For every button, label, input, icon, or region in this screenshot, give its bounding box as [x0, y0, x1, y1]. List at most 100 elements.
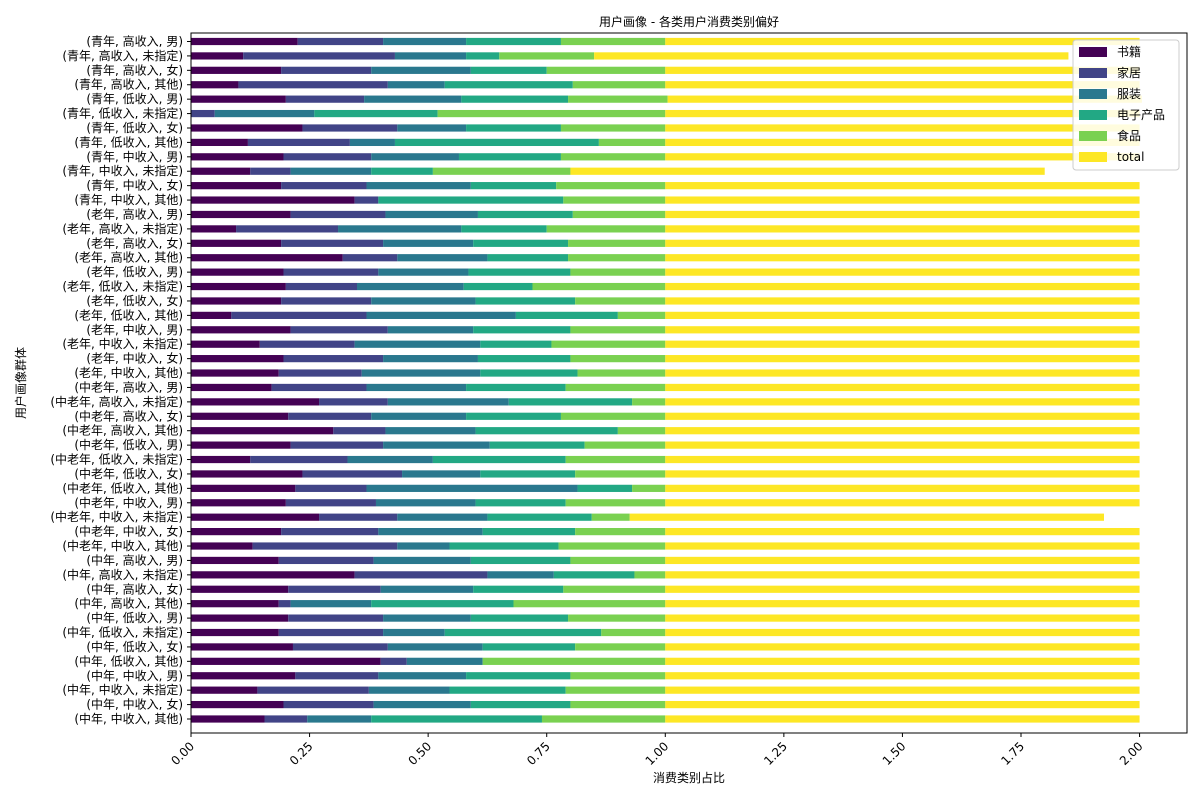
bar-segment-43-1: [380, 657, 407, 665]
bar-segment-25-5: [665, 398, 1140, 406]
bar-segment-23-1: [278, 369, 362, 377]
bar-segment-32-2: [375, 499, 476, 507]
bar-segment-46-1: [283, 700, 374, 709]
bar-segment-9-2: [290, 167, 372, 175]
y-tick-label: (青年, 中收入, 其他): [74, 192, 183, 207]
bar-segment-41-5: [665, 628, 1140, 637]
bar-segment-20-3: [473, 326, 571, 334]
y-tick-label: (老年, 高收入, 未指定): [62, 221, 183, 236]
bar-segment-32-0: [191, 499, 286, 507]
bar-segment-1-0: [191, 52, 244, 60]
bar-segment-10-2: [366, 182, 471, 190]
bar-segment-17-3: [463, 282, 533, 291]
bar-segment-47-4: [541, 715, 666, 723]
bar-segment-17-0: [191, 282, 286, 291]
bar-segment-4-3: [461, 95, 569, 103]
bar-segment-18-4: [575, 297, 666, 305]
bar-segment-23-2: [361, 369, 481, 377]
bar-segment-16-5: [665, 268, 1140, 276]
y-tick-label: (老年, 高收入, 其他): [74, 250, 183, 265]
bar-segment-22-1: [283, 355, 384, 363]
bar-segment-35-4: [558, 542, 666, 550]
bar-segment-31-1: [295, 484, 367, 492]
bar-segment-45-5: [665, 686, 1140, 694]
x-tick-label: 0.50: [405, 739, 434, 768]
bar-segment-45-1: [257, 686, 369, 694]
bar-segment-7-2: [349, 138, 395, 147]
bar-segment-5-4: [437, 109, 666, 118]
bar-segment-26-2: [371, 412, 467, 420]
y-tick-label: (老年, 中收入, 未指定): [62, 336, 183, 351]
bar-segment-7-1: [247, 138, 350, 147]
bar-segment-19-5: [665, 311, 1140, 319]
bar-segment-11-5: [665, 196, 1140, 204]
bar-segment-18-2: [371, 297, 476, 305]
bar-segment-35-3: [449, 542, 559, 550]
bar-segment-14-5: [665, 239, 1140, 247]
bar-segment-36-0: [191, 556, 279, 565]
bar-segment-1-2: [394, 52, 467, 60]
bar-segment-24-0: [191, 383, 272, 392]
bar-segment-20-5: [665, 326, 1140, 334]
bar-segment-11-4: [563, 196, 666, 204]
bar-segment-46-3: [470, 700, 571, 709]
bar-segment-6-1: [302, 124, 398, 132]
bar-segment-10-4: [556, 182, 666, 190]
bar-segment-38-5: [665, 585, 1140, 593]
bar-segment-30-5: [665, 470, 1140, 478]
bar-segment-5-1: [191, 109, 215, 118]
x-axis-title: 消费类别占比: [653, 770, 725, 785]
legend-swatch-3: [1079, 110, 1107, 120]
bar-segment-33-5: [629, 513, 1104, 521]
bar-segment-26-1: [288, 412, 372, 420]
bar-segment-14-3: [473, 239, 569, 247]
bar-segment-18-1: [281, 297, 372, 305]
bar-segment-6-3: [466, 124, 561, 132]
y-tick-label: (中年, 低收入, 其他): [74, 653, 183, 668]
y-tick-label: (中年, 低收入, 男): [86, 610, 183, 625]
bar-segment-40-0: [191, 614, 289, 622]
y-tick-label: (中年, 高收入, 女): [86, 581, 183, 596]
bar-segment-30-4: [575, 470, 666, 478]
bar-segment-9-1: [250, 167, 291, 175]
bar-segment-29-1: [250, 455, 348, 464]
bar-segment-33-0: [191, 513, 320, 521]
bar-segment-47-1: [264, 715, 308, 723]
bar-segment-15-2: [397, 254, 488, 262]
bar-segment-2-2: [371, 66, 471, 74]
bar-segment-34-0: [191, 528, 282, 536]
bar-segment-3-5: [665, 81, 1140, 89]
y-tick-label: (中年, 高收入, 男): [86, 552, 183, 567]
legend-label-4: 食品: [1117, 128, 1141, 143]
bar-segment-6-0: [191, 124, 303, 132]
bar-segment-11-1: [354, 196, 379, 204]
bar-segment-27-5: [665, 427, 1140, 435]
bar-segment-37-2: [487, 571, 554, 579]
y-tick-label: (老年, 中收入, 男): [86, 322, 183, 337]
bar-segment-28-4: [584, 441, 666, 449]
y-tick-label: (中老年, 高收入, 男): [74, 379, 183, 394]
y-tick-label: (老年, 低收入, 其他): [74, 308, 183, 322]
y-tick-label: (青年, 低收入, 其他): [74, 135, 183, 149]
bar-segment-31-5: [665, 484, 1140, 492]
bar-segment-25-3: [508, 398, 633, 406]
bar-segment-46-2: [373, 700, 471, 709]
bar-segment-10-1: [281, 182, 367, 190]
bar-segment-29-3: [432, 455, 566, 464]
bar-segment-36-4: [570, 556, 666, 565]
y-tick-label: (中老年, 中收入, 未指定): [50, 509, 183, 524]
bar-segment-38-1: [288, 585, 381, 593]
bar-segment-4-4: [568, 95, 668, 103]
bar-segment-3-1: [238, 81, 388, 89]
bar-segment-38-4: [563, 585, 666, 593]
bar-segment-16-1: [283, 268, 379, 276]
bar-segment-34-5: [665, 528, 1140, 536]
y-tick-label: (青年, 低收入, 男): [86, 92, 183, 106]
bar-segment-28-0: [191, 441, 291, 449]
bar-segment-41-4: [601, 628, 666, 637]
y-tick-label: (中老年, 低收入, 女): [74, 466, 183, 481]
bar-segment-0-2: [383, 37, 467, 46]
bar-segment-8-3: [458, 153, 561, 161]
y-tick-label: (中老年, 低收入, 其他): [62, 480, 183, 495]
bar-segment-13-5: [665, 225, 1140, 233]
